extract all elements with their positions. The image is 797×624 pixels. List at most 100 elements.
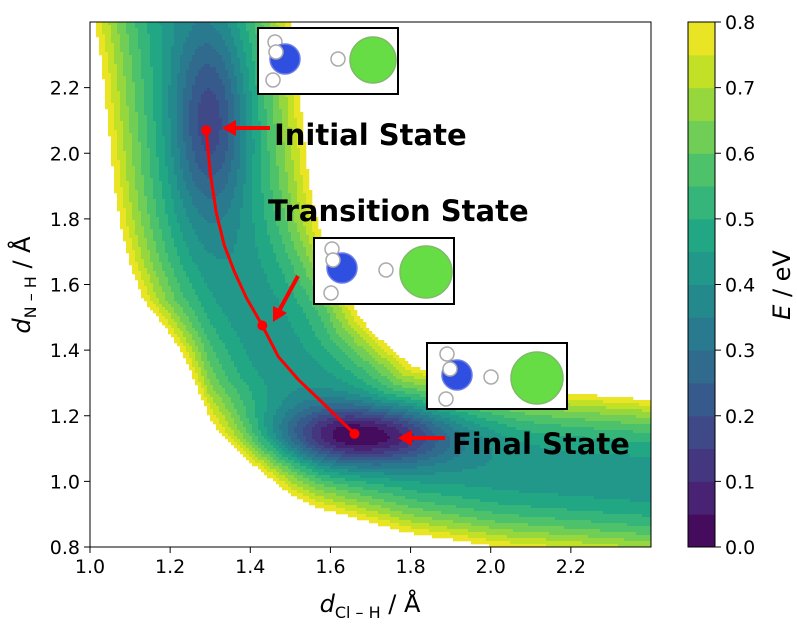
contour-cell: [123, 151, 127, 155]
contour-cell: [150, 151, 154, 155]
contour-cell: [279, 142, 283, 146]
contour-cell: [246, 31, 250, 35]
contour-cell: [156, 247, 160, 251]
contour-cell: [180, 106, 184, 110]
contour-cell: [249, 76, 253, 80]
contour-cell: [183, 235, 187, 239]
contour-cell: [129, 31, 133, 35]
contour-cell: [123, 118, 127, 122]
contour-cell: [114, 142, 118, 146]
contour-cell: [177, 88, 181, 92]
contour-cell: [300, 235, 304, 239]
contour-cell: [231, 154, 235, 158]
contour-cell: [156, 154, 160, 158]
contour-cell: [198, 187, 202, 191]
contour-cell: [129, 247, 133, 251]
contour-cell: [177, 76, 181, 80]
contour-cell: [192, 91, 196, 95]
contour-cell: [234, 46, 238, 50]
contour-cell: [174, 226, 178, 230]
contour-cell: [198, 193, 202, 197]
contour-cell: [168, 22, 172, 26]
contour-cell: [174, 250, 178, 254]
contour-cell: [153, 169, 157, 173]
contour-cell: [195, 169, 199, 173]
contour-cell: [129, 157, 133, 161]
contour-cell: [105, 61, 109, 65]
contour-cell: [159, 196, 163, 200]
contour-cell: [237, 49, 241, 53]
contour-cell: [207, 100, 211, 104]
contour-cell: [309, 205, 313, 209]
contour-cell: [156, 124, 160, 128]
contour-cell: [306, 238, 310, 242]
contour-cell: [129, 49, 133, 53]
contour-cell: [144, 118, 148, 122]
contour-cell: [279, 139, 283, 143]
contour-cell: [225, 109, 229, 113]
contour-cell: [255, 22, 259, 26]
contour-cell: [123, 130, 127, 134]
contour-cell: [219, 166, 223, 170]
contour-cell: [207, 70, 211, 74]
contour-cell: [201, 148, 205, 152]
contour-cell: [123, 139, 127, 143]
contour-cell: [126, 217, 130, 221]
contour-cell: [246, 223, 250, 227]
contour-cell: [192, 115, 196, 119]
contour-cell: [141, 31, 145, 35]
contour-cell: [267, 232, 271, 236]
contour-cell: [174, 43, 178, 47]
contour-cell: [189, 109, 193, 113]
contour-cell: [207, 58, 211, 62]
contour-cell: [195, 235, 199, 239]
contour-cell: [174, 133, 178, 137]
contour-cell: [300, 193, 304, 197]
contour-cell: [228, 85, 232, 89]
contour-cell: [249, 193, 253, 197]
contour-cell: [183, 205, 187, 209]
contour-cell: [243, 70, 247, 74]
contour-cell: [234, 220, 238, 224]
contour-cell: [189, 106, 193, 110]
contour-cell: [135, 181, 139, 185]
contour-cell: [213, 145, 217, 149]
contour-cell: [135, 67, 139, 71]
contour-cell: [276, 124, 280, 128]
contour-cell: [111, 22, 115, 26]
contour-cell: [222, 124, 226, 128]
contour-cell: [177, 163, 181, 167]
contour-cell: [294, 211, 298, 215]
contour-cell: [153, 43, 157, 47]
contour-cell: [186, 166, 190, 170]
contour-cell: [180, 160, 184, 164]
contour-cell: [252, 31, 256, 35]
contour-cell: [204, 97, 208, 101]
contour-cell: [171, 220, 175, 224]
contour-cell: [306, 229, 310, 233]
contour-cell: [246, 175, 250, 179]
contour-cell: [246, 187, 250, 191]
contour-cell: [129, 142, 133, 146]
contour-cell: [144, 34, 148, 38]
contour-cell: [162, 136, 166, 140]
contour-cell: [144, 67, 148, 71]
contour-cell: [288, 151, 292, 155]
contour-cell: [120, 190, 124, 194]
contour-cell: [165, 250, 169, 254]
contour-cell: [300, 196, 304, 200]
contour-cell: [288, 190, 292, 194]
contour-cell: [252, 88, 256, 92]
contour-cell: [111, 46, 115, 50]
contour-cell: [165, 118, 169, 122]
contour-cell: [303, 229, 307, 233]
contour-cell: [120, 217, 124, 221]
contour-cell: [147, 151, 151, 155]
contour-cell: [204, 169, 208, 173]
contour-cell: [228, 169, 232, 173]
contour-cell: [222, 49, 226, 53]
contour-cell: [126, 226, 130, 230]
contour-cell: [138, 217, 142, 221]
contour-cell: [231, 193, 235, 197]
contour-cell: [297, 184, 301, 188]
